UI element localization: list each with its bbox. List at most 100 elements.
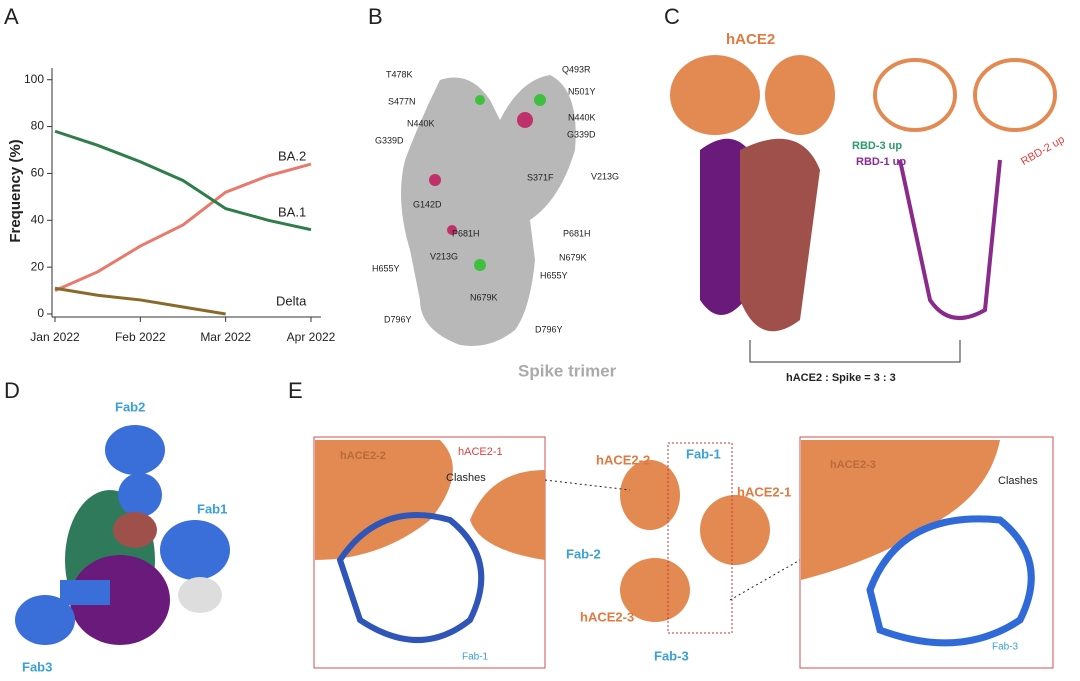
label: Clashes (446, 472, 486, 484)
mutation-label: G339D (567, 129, 596, 139)
fab-density (160, 520, 230, 580)
connector (544, 479, 631, 491)
mutation-label: V213G (591, 171, 619, 181)
clash-panels: hACE2-2 hACE2-1 Clashes Fab-1 hACE2-2 Fa… (313, 436, 1054, 669)
mutation-label: N679K (559, 252, 587, 262)
label: Fab-1 (686, 446, 721, 461)
panel-letters: A B C D E (4, 4, 680, 403)
label: hACE2-3 (580, 609, 634, 624)
line-chart: 0 20 40 60 80 100 Jan 2022 Feb 2022 Mar 2022 Apr … (7, 68, 336, 344)
label: hACE2-1 (737, 484, 791, 499)
mutation-site (474, 259, 486, 271)
mutation-label: H655Y (372, 263, 400, 273)
highlight-box (667, 442, 733, 634)
hace2-density (765, 55, 835, 135)
series-line (54, 162, 312, 292)
series-line (54, 129, 312, 232)
y-axis-label: Frequency (%) (7, 139, 24, 242)
panel-letter: D (4, 378, 20, 403)
y-tick-label: 100 (24, 72, 44, 86)
mutation-label: D796Y (384, 314, 412, 324)
panel-letter: E (288, 378, 303, 403)
spike-density (740, 138, 820, 332)
mutation-label: P681H (452, 228, 480, 238)
y-tick-label: 20 (31, 259, 45, 273)
spike-surface (401, 75, 576, 346)
mutation-label: N440K (568, 112, 596, 122)
x-tick-label: Mar 2022 (200, 330, 251, 344)
fab-density (118, 473, 162, 517)
panel-letter: C (664, 4, 680, 29)
label: Fab-2 (566, 546, 601, 561)
series-label: BA.1 (278, 204, 306, 219)
mutation-site (447, 225, 457, 235)
label: Fab-1 (462, 652, 489, 663)
mutation-site (534, 94, 546, 106)
y-tick-label: 80 (31, 119, 45, 133)
label: Clashes (998, 475, 1038, 487)
hace2-ribbon (873, 58, 957, 132)
hace2-surface (620, 460, 680, 530)
label: hACE2-1 (458, 446, 503, 458)
label: Fab-3 (654, 648, 689, 663)
label: hACE2-2 (340, 450, 386, 462)
fab-ribbon (866, 515, 1035, 647)
label: RBD-2 up (1019, 134, 1067, 169)
label: hACE2 (726, 31, 775, 48)
mutation-label: S477N (388, 96, 416, 106)
hace2-surface (700, 495, 770, 565)
label: Fab1 (197, 501, 227, 516)
bracket (749, 340, 961, 363)
label: RBD-3 up (852, 140, 902, 152)
ace2-complex: hACE2 RBD-3 up RBD-1 up RBD-2 up hACE2 :… (670, 31, 1067, 384)
fab-complex: Fab2 Fab1 Fab3 (15, 399, 230, 674)
hace2-surface (620, 558, 690, 622)
spike-trimer (401, 75, 576, 346)
hace2-surface (801, 440, 1000, 580)
y-tick-label: 0 (37, 306, 44, 320)
panel-letter: B (368, 4, 383, 29)
label: Fab3 (22, 659, 52, 674)
y-tick-label: 60 (31, 166, 45, 180)
hace2-surface (470, 470, 545, 560)
label: hACE2-3 (830, 459, 876, 471)
label: Fab-3 (992, 642, 1019, 653)
hace2-density (670, 55, 760, 135)
series-line (54, 286, 226, 316)
density (113, 512, 157, 548)
mutation-labels: T478K S477N N440K G339D G142D V213G P681… (372, 64, 619, 380)
mutation-label: H655Y (540, 270, 568, 280)
mutation-site (429, 174, 441, 186)
x-tick-label: Jan 2022 (30, 330, 80, 344)
mutation-label: N440K (407, 118, 435, 128)
mutation-label: Q493R (562, 64, 591, 74)
mutation-site (517, 112, 533, 128)
x-tick-label: Feb 2022 (115, 330, 166, 344)
fab-density (105, 425, 165, 475)
fab-ribbon (336, 512, 485, 643)
x-tick-label: Apr 2022 (287, 330, 336, 344)
panel-letter: A (4, 4, 19, 29)
label: hACE2-2 (596, 452, 650, 467)
mutation-label: T478K (386, 69, 413, 79)
caption: Spike trimer (518, 361, 617, 380)
fab-density (60, 580, 110, 605)
fab-density (15, 595, 75, 645)
mutation-label: S371F (527, 172, 554, 182)
mutation-label: N679K (470, 292, 498, 302)
mutation-label: G339D (375, 135, 404, 145)
hace2-surface (315, 440, 453, 560)
mutation-label: P681H (563, 228, 591, 238)
label: hACE2 : Spike = 3 : 3 (786, 372, 896, 384)
spike-ribbon (898, 159, 1002, 320)
mutation-label: D796Y (535, 324, 563, 334)
connector (729, 559, 801, 601)
series-label: BA.2 (278, 148, 306, 163)
y-tick-label: 40 (31, 212, 45, 226)
label: Fab2 (115, 399, 145, 414)
mutation-label: V213G (430, 251, 458, 261)
hace2-ribbon (973, 58, 1057, 132)
series-label: Delta (276, 293, 307, 308)
mutation-label: G142D (413, 199, 442, 209)
